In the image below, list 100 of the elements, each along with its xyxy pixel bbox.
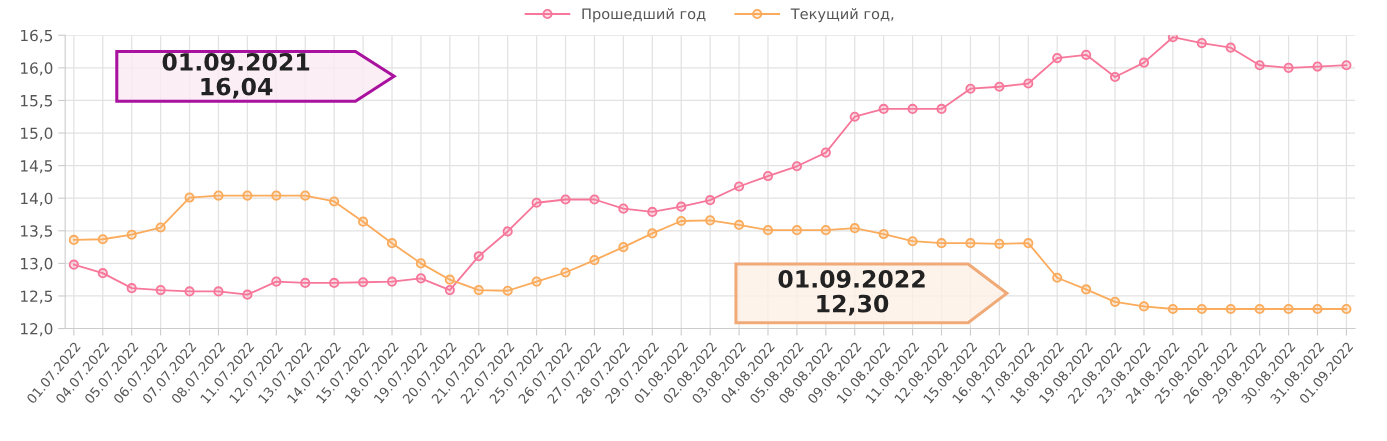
- point: [271, 190, 282, 201]
- y-tick-label: 14,0: [21, 192, 53, 206]
- y-tick-label: 15,5: [21, 95, 53, 109]
- point: [242, 190, 253, 201]
- point: [589, 255, 600, 266]
- point: [878, 228, 889, 240]
- point: [994, 238, 1005, 249]
- annotation: 01.09.2022 12,30: [778, 270, 925, 316]
- point: [820, 147, 831, 158]
- y-tick-label: 14,5: [21, 160, 53, 174]
- legend-label: Прошедший год: [582, 8, 706, 23]
- point: [444, 285, 455, 296]
- point: [1254, 303, 1265, 315]
- point: [473, 285, 484, 296]
- point: [1023, 238, 1034, 249]
- point: [386, 276, 398, 287]
- point: [300, 277, 311, 288]
- point: [184, 286, 195, 297]
- point: [965, 238, 976, 249]
- point: [502, 285, 513, 296]
- point: [1254, 60, 1265, 71]
- point: [1283, 303, 1294, 315]
- point: [618, 242, 629, 253]
- point: [705, 215, 716, 226]
- point: [415, 273, 426, 284]
- point: [1167, 303, 1178, 315]
- point: [155, 222, 166, 233]
- y-tick-label: 16,0: [21, 62, 53, 76]
- point: [126, 283, 137, 294]
- point: [1196, 303, 1207, 315]
- point: [1225, 303, 1236, 315]
- point: [994, 81, 1005, 92]
- point: [531, 197, 542, 208]
- point: [444, 274, 455, 285]
- point: [531, 276, 542, 287]
- point: [907, 236, 918, 247]
- annotation: 01.09.2021 16,04: [162, 53, 310, 99]
- point: [1225, 42, 1236, 53]
- point: [849, 111, 860, 122]
- point: [849, 223, 860, 234]
- point: [907, 103, 918, 114]
- point: [1052, 272, 1063, 283]
- point: [676, 215, 687, 227]
- y-tick-label: 13,0: [21, 257, 53, 271]
- y-tick-label: 16,5: [21, 29, 53, 43]
- y-tick-label: 15,0: [21, 127, 53, 141]
- point: [965, 83, 976, 94]
- point: [1109, 296, 1121, 307]
- point: [1081, 49, 1092, 60]
- point: [560, 267, 571, 278]
- point: [791, 225, 802, 236]
- point: [97, 234, 108, 245]
- y-tick-label: 12,5: [21, 290, 53, 304]
- point: [1283, 62, 1294, 73]
- point: [473, 251, 484, 262]
- point: [733, 219, 745, 230]
- point: [97, 268, 108, 279]
- point: [242, 289, 253, 300]
- point: [1167, 35, 1178, 43]
- point: [762, 225, 774, 236]
- point: [733, 181, 745, 192]
- point: [1312, 61, 1323, 72]
- point: [184, 192, 195, 203]
- point: [358, 277, 369, 288]
- point: [618, 203, 629, 214]
- point: [126, 229, 137, 240]
- point: [1052, 53, 1063, 64]
- point: [705, 195, 716, 206]
- point: [791, 161, 802, 172]
- point: [647, 228, 658, 239]
- point: [878, 103, 889, 114]
- point: [358, 216, 369, 227]
- point: [647, 206, 658, 217]
- point: [271, 276, 282, 287]
- point: [1196, 38, 1207, 49]
- legend-label: Текущий год,: [790, 8, 894, 23]
- point: [213, 286, 224, 297]
- point: [329, 196, 340, 207]
- point: [820, 225, 831, 236]
- y-tick-label: 13,5: [21, 225, 53, 239]
- point: [1023, 78, 1034, 89]
- point: [762, 170, 774, 182]
- point: [502, 226, 513, 237]
- y-tick-label: 12,0: [21, 323, 53, 337]
- point: [1138, 301, 1150, 312]
- point: [560, 194, 571, 205]
- point: [1312, 303, 1323, 315]
- point: [1341, 60, 1352, 71]
- point: [589, 194, 600, 205]
- point: [676, 201, 687, 212]
- point: [1341, 303, 1352, 315]
- point: [300, 190, 311, 201]
- point: [1081, 284, 1092, 295]
- point: [329, 277, 340, 288]
- point: [1109, 71, 1121, 83]
- point: [68, 234, 79, 245]
- point: [68, 259, 79, 270]
- point: [1138, 57, 1150, 68]
- point: [415, 258, 426, 269]
- point: [155, 285, 166, 296]
